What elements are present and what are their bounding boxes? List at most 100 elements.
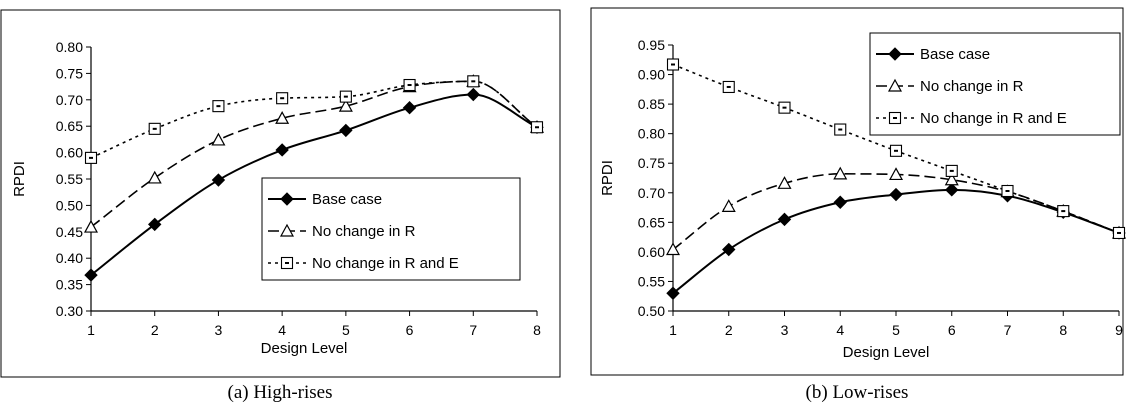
series-no-change-in-r-and-e — [666, 58, 1126, 240]
legend-marker-square — [888, 111, 902, 125]
x-tick-label: 2 — [725, 322, 733, 338]
data-point-square — [403, 78, 416, 92]
series-no-change-in-r-and-e — [84, 75, 544, 164]
chart-high-rises: 0.30 0.35 0.40 0.45 0.50 0.55 0.60 0.65 0.70 0.75… — [11, 39, 545, 357]
data-point-diamond — [84, 268, 98, 282]
data-point-square — [1001, 184, 1014, 198]
data-point-diamond — [402, 101, 417, 115]
y-axis-title: RPDI — [11, 161, 28, 197]
y-tick-label: 0.60 — [638, 244, 665, 260]
y-tick-label: 0.30 — [56, 303, 83, 319]
x-tick-label: 1 — [87, 322, 95, 338]
panel-caption: (b) Low-rises — [806, 382, 909, 403]
chart-low-rises: 0.50 0.55 0.60 0.65 0.70 0.75 0.80 0.85 0.90 0.95… — [599, 32, 1126, 361]
data-point-square — [339, 90, 352, 103]
data-point-triangle — [211, 132, 226, 146]
data-point-square — [889, 144, 903, 157]
data-point-triangle — [944, 172, 959, 186]
legend-label-no-change-in-r: No change in R — [312, 223, 416, 240]
x-tick-label: 8 — [1059, 322, 1067, 338]
x-tick-label: 7 — [469, 322, 477, 338]
legend-label-no-change-in-r-and-e: No change in R and E — [920, 110, 1067, 127]
legend-marker-square — [280, 256, 294, 270]
legend-marker-triangle — [887, 78, 903, 92]
data-point-diamond — [275, 143, 289, 157]
x-tick-label: 2 — [151, 322, 159, 338]
data-point-square — [778, 101, 791, 114]
data-point-triangle — [888, 167, 904, 181]
y-tick-label: 0.50 — [56, 197, 83, 213]
y-tick-label: 0.65 — [56, 118, 83, 134]
data-point-diamond — [339, 123, 353, 138]
y-axis-title: RPDI — [599, 160, 616, 196]
data-point-square — [148, 122, 161, 135]
legend: Base case No change in R No change in R an… — [261, 177, 521, 281]
y-tick-label: 0.75 — [638, 155, 665, 171]
panel-caption: (a) High-rises — [228, 382, 333, 403]
y-tick-label: 0.70 — [56, 92, 83, 108]
data-point-diamond — [889, 187, 903, 202]
data-point-square — [530, 121, 544, 134]
data-point-square — [1112, 226, 1126, 240]
x-tick-label: 6 — [406, 322, 414, 338]
data-point-square — [722, 80, 735, 94]
data-point-triangle — [721, 199, 736, 212]
x-tick-label: 7 — [1004, 322, 1012, 338]
y-tick-label: 0.95 — [638, 37, 665, 53]
legend-marker-diamond — [280, 192, 294, 206]
x-tick-label: 3 — [781, 322, 789, 338]
data-point-diamond — [945, 183, 959, 197]
x-tick-label: 1 — [669, 322, 677, 338]
y-tick-label: 0.55 — [638, 273, 665, 289]
data-point-diamond — [666, 286, 680, 300]
data-point-triangle — [665, 242, 681, 256]
y-tick-label: 0.70 — [638, 185, 665, 201]
data-point-triangle — [777, 176, 792, 189]
x-tick-label: 4 — [836, 322, 844, 338]
data-point-triangle — [83, 219, 99, 233]
x-tick-label: 5 — [892, 322, 900, 338]
x-tick-label: 5 — [342, 322, 350, 338]
y-tick-label: 0.90 — [638, 67, 665, 83]
data-point-square — [834, 123, 847, 136]
y-tick-label: 0.45 — [56, 224, 83, 240]
y-tick-label: 0.80 — [56, 39, 83, 55]
data-point-diamond — [833, 195, 847, 209]
y-tick-label: 0.35 — [56, 277, 83, 293]
data-point-square — [276, 92, 289, 105]
data-point-triangle — [275, 111, 290, 124]
y-tick-label: 0.50 — [638, 303, 665, 319]
data-point-triangle — [147, 170, 162, 184]
legend-marker-diamond — [888, 47, 902, 61]
data-point-diamond — [466, 87, 480, 102]
legend: Base case No change in R No change in R an… — [869, 32, 1121, 136]
data-point-square — [467, 75, 480, 88]
legend-label-no-change-in-r-and-e: No change in R and E — [312, 255, 459, 272]
x-tick-label: 9 — [1115, 322, 1123, 338]
legend-label-base-case: Base case — [920, 46, 990, 63]
y-tick-label: 0.80 — [638, 126, 665, 142]
y-tick-label: 0.60 — [56, 145, 83, 161]
legend-label-no-change-in-r: No change in R — [920, 78, 1024, 95]
data-point-triangle — [833, 166, 848, 180]
data-point-square — [666, 58, 680, 71]
x-tick-label: 6 — [948, 322, 956, 338]
y-tick-label: 0.40 — [56, 250, 83, 266]
x-tick-label: 3 — [215, 322, 223, 338]
data-point-square — [84, 151, 98, 164]
data-point-diamond — [148, 217, 162, 232]
data-point-diamond — [777, 212, 792, 227]
x-axis-title: Design Level — [843, 344, 930, 361]
data-point-diamond — [722, 242, 736, 257]
y-tick-label: 0.85 — [638, 96, 665, 112]
legend-label-base-case: Base case — [312, 191, 382, 208]
x-tick-label: 8 — [533, 322, 541, 338]
data-point-square — [945, 164, 958, 177]
data-point-diamond — [211, 173, 226, 187]
data-point-square — [212, 100, 225, 113]
data-point-square — [1057, 205, 1070, 218]
y-tick-label: 0.55 — [56, 171, 83, 187]
y-tick-label: 0.75 — [56, 65, 83, 81]
y-tick-label: 0.65 — [638, 214, 665, 230]
